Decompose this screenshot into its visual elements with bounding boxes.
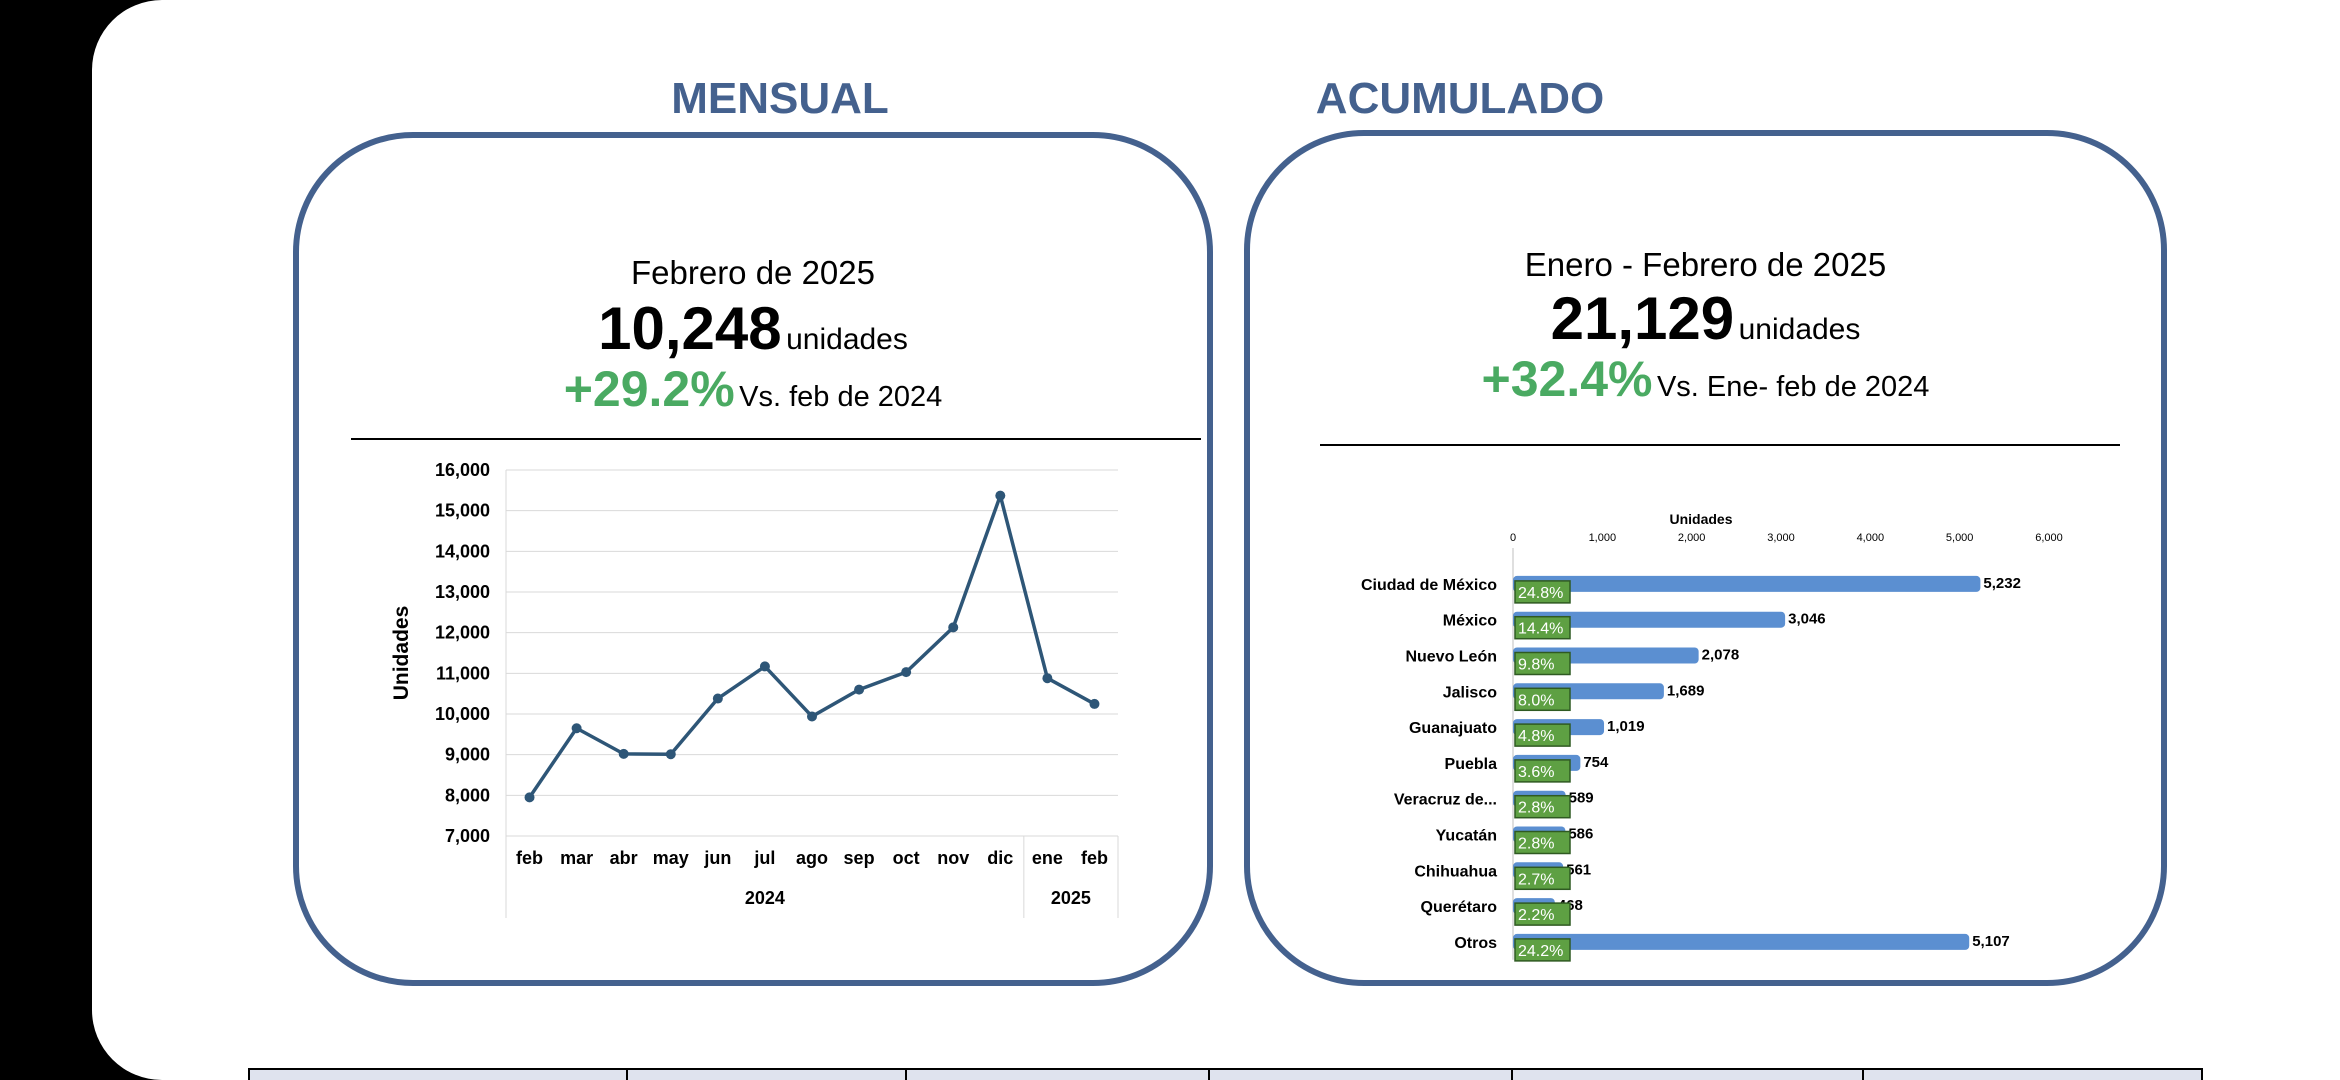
monthly-section-title: MENSUAL — [671, 74, 889, 123]
cumulative-unit: unidades — [1738, 313, 1861, 346]
data-point — [571, 723, 582, 734]
y-tick-label: 15,000 — [435, 501, 490, 521]
x-tick-label: feb — [1081, 848, 1108, 868]
x-year-label: 2025 — [1051, 888, 1091, 908]
x-tick-label: may — [653, 848, 689, 868]
x-tick-label: sep — [844, 848, 875, 868]
data-point — [901, 667, 912, 678]
monthly-change: +29.2% — [563, 361, 735, 417]
cumulative-total-line: 21,129 unidades — [1250, 284, 2161, 353]
data-point — [948, 622, 959, 633]
data-point — [995, 490, 1006, 501]
y-tick-label: 16,000 — [435, 460, 490, 480]
monthly-period: Febrero de 2025 — [630, 254, 875, 291]
cumulative-section-title: ACUMULADO — [1315, 74, 1605, 123]
data-point — [1089, 698, 1100, 709]
x-tick-label: nov — [937, 848, 969, 868]
cumulative-divider — [1320, 444, 2120, 446]
cumulative-panel: Enero - Febrero de 2025 21,129 unidades … — [1244, 130, 2167, 986]
x-tick-label: ago — [796, 848, 828, 868]
y-tick-label: 14,000 — [435, 541, 490, 561]
x-tick-label: jun — [703, 848, 731, 868]
data-point — [712, 693, 723, 704]
data-point — [524, 792, 535, 803]
monthly-line-chart: 7,000 8,000 9,000 10,000 11,000 12,000 13,000 1… — [390, 460, 1119, 918]
monthly-total: 10,248 — [598, 295, 782, 362]
x-tick-label: feb — [516, 848, 543, 868]
y-tick-label: 11,000 — [436, 663, 490, 683]
page: MENSUAL Febrero de 2025 10,248 unidades … — [92, 0, 2340, 1080]
data-point — [618, 748, 629, 759]
cumulative-comparison: Vs. Ene- feb de 2024 — [1656, 371, 1930, 403]
x-tick-label: oct — [893, 848, 920, 868]
x-tick-label: ene — [1032, 848, 1063, 868]
y-tick-label: 9,000 — [445, 745, 490, 765]
x-year-label: 2024 — [745, 888, 785, 908]
data-point — [1042, 673, 1053, 684]
y-tick-label: 12,000 — [435, 623, 490, 643]
x-tick-label: dic — [987, 848, 1013, 868]
cumulative-change-line: +32.4% Vs. Ene- feb de 2024 — [1250, 350, 2161, 408]
data-point — [759, 661, 770, 672]
series-line — [528, 493, 1096, 799]
monthly-comparison: Vs. feb de 2024 — [739, 381, 943, 413]
monthly-change-line: +29.2% Vs. feb de 2024 — [299, 360, 1207, 418]
y-tick-label: 8,000 — [445, 785, 490, 805]
monthly-unit: unidades — [786, 323, 908, 356]
y-tick-label: 7,000 — [445, 826, 490, 846]
data-point — [665, 749, 676, 760]
bottom-table-header — [248, 1068, 2203, 1080]
x-tick-label: mar — [560, 848, 593, 868]
cumulative-total: 21,129 — [1550, 285, 1735, 352]
monthly-total-line: 10,248 unidades — [299, 294, 1207, 363]
data-point — [807, 711, 817, 722]
y-tick-label: 10,000 — [435, 704, 490, 724]
x-tick-label: abr — [610, 848, 638, 868]
cumulative-period: Enero - Febrero de 2025 — [1524, 246, 1887, 283]
monthly-panel: Febrero de 2025 10,248 unidades +29.2% V… — [293, 132, 1213, 986]
x-tick-label: jul — [753, 848, 775, 868]
data-point — [854, 684, 865, 695]
monthly-divider — [351, 438, 1201, 440]
cumulative-change: +32.4% — [1481, 351, 1653, 407]
y-axis-title: Unidades — [390, 606, 413, 701]
y-tick-label: 13,000 — [435, 582, 490, 602]
